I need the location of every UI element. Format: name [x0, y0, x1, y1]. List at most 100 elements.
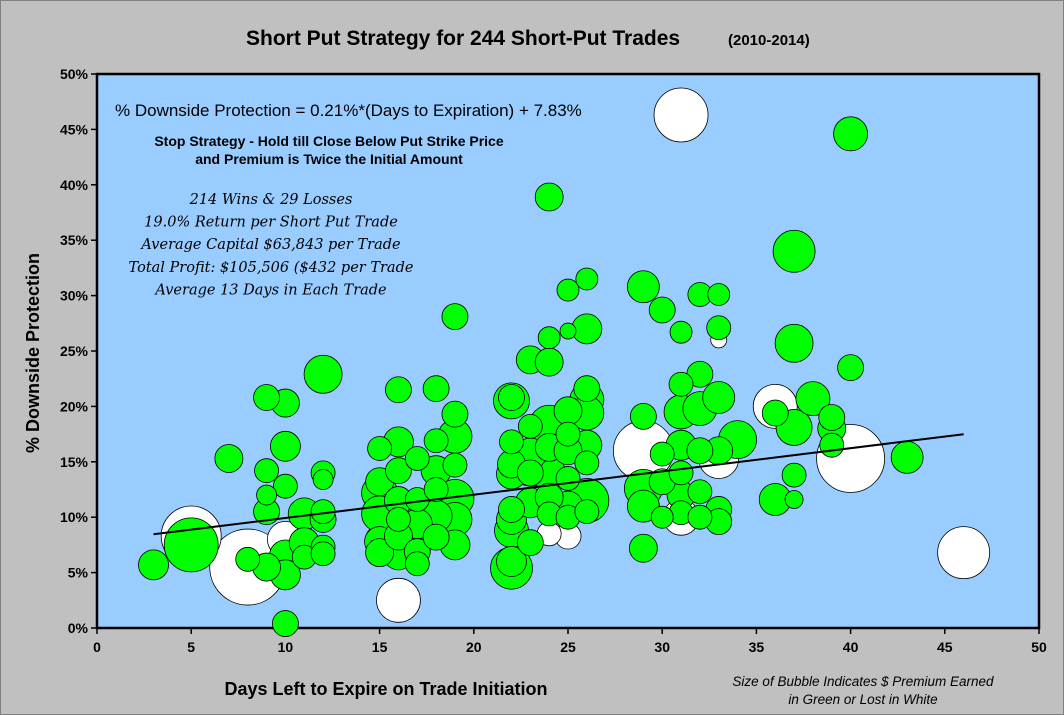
trade-stats: 214 Wins & 29 Losses 19.0% Return per Sho…: [129, 192, 414, 298]
earned-bubble: [837, 354, 864, 382]
x-tick-label: 40: [843, 639, 859, 655]
earned-bubble: [253, 384, 280, 411]
earned-bubble: [686, 437, 714, 465]
earned-bubble: [553, 396, 583, 426]
earned-bubble: [574, 499, 600, 525]
earned-bubble: [687, 479, 713, 505]
x-tick-label: 15: [372, 639, 388, 655]
y-tick-label: 20%: [60, 398, 89, 414]
stop-strategy-line-1: Stop Strategy - Hold till Close Below Pu…: [154, 133, 504, 149]
bubble-note-line-2: in Green or Lost in White: [788, 692, 937, 707]
earned-bubble: [138, 549, 169, 581]
x-tick-label: 0: [93, 639, 101, 655]
earned-bubble: [442, 452, 468, 478]
stat-line: 19.0% Return per Short Put Trade: [144, 215, 398, 231]
earned-bubble: [272, 473, 298, 499]
earned-bubble: [422, 523, 450, 551]
x-tick-label: 30: [654, 639, 670, 655]
earned-bubble: [669, 320, 693, 344]
earned-bubble: [648, 296, 676, 324]
earned-bubble: [702, 381, 736, 414]
earned-bubble: [573, 375, 601, 403]
bubble-note-line-1: Size of Bubble Indicates $ Premium Earne…: [732, 674, 994, 689]
lost-bubble: [376, 577, 421, 623]
chart-title: Short Put Strategy for 244 Short-Put Tra…: [246, 27, 680, 50]
stat-line: 214 Wins & 29 Losses: [189, 192, 353, 208]
earned-bubble: [555, 421, 581, 447]
x-tick-label: 25: [560, 639, 576, 655]
earned-bubble: [385, 376, 412, 404]
earned-bubble: [534, 182, 564, 212]
y-axis-ticks: 0% 5% 10% 15% 20% 25% 30% 35% 40% 45% 50%: [60, 66, 97, 636]
x-axis-label: Days Left to Expire on Trade Initiation: [224, 679, 547, 699]
earned-bubble: [784, 490, 804, 509]
earned-bubble: [498, 496, 525, 523]
y-tick-label: 0%: [68, 620, 89, 636]
earned-bubble: [499, 429, 524, 455]
earned-bubble: [833, 116, 868, 152]
x-tick-label: 50: [1031, 639, 1047, 655]
earned-bubble: [626, 270, 660, 304]
earned-bubble: [890, 440, 924, 474]
stat-line: Average 13 Days in Each Trade: [153, 282, 386, 298]
earned-bubble: [668, 371, 694, 397]
earned-bubble: [575, 267, 599, 291]
earned-bubble: [163, 517, 219, 573]
earned-bubble: [761, 399, 789, 427]
earned-bubble: [498, 384, 525, 411]
earned-bubble: [772, 229, 816, 273]
earned-bubble: [423, 428, 449, 454]
earned-bubble: [628, 533, 658, 563]
y-tick-label: 25%: [60, 343, 89, 359]
earned-bubble: [668, 460, 694, 486]
x-tick-label: 45: [937, 639, 953, 655]
earned-bubble: [423, 477, 449, 502]
y-tick-label: 40%: [60, 177, 89, 193]
earned-bubble: [574, 450, 600, 476]
series-earned-bubbles: [138, 116, 924, 637]
earned-bubble: [303, 354, 343, 394]
earned-bubble: [271, 610, 299, 637]
earned-bubble: [559, 322, 577, 340]
earned-bubble: [404, 446, 430, 471]
earned-bubble: [404, 551, 430, 577]
earned-bubble: [629, 402, 657, 430]
earned-bubble: [650, 505, 674, 529]
y-tick-label: 50%: [60, 66, 89, 82]
earned-bubble: [312, 469, 334, 490]
earned-bubble: [537, 326, 561, 350]
trendline: [153, 433, 964, 536]
earned-bubble: [441, 400, 469, 428]
y-tick-label: 30%: [60, 288, 89, 304]
earned-bubble: [235, 546, 261, 572]
y-tick-label: 45%: [60, 121, 89, 137]
earned-bubble: [707, 283, 731, 306]
earned-bubble: [386, 507, 411, 532]
y-tick-label: 15%: [60, 454, 89, 470]
earned-bubble: [556, 278, 580, 302]
earned-bubble: [254, 458, 279, 484]
trendline-group: [153, 433, 964, 536]
earned-bubble: [269, 430, 301, 462]
earned-bubble: [385, 457, 412, 485]
earned-bubble: [687, 504, 713, 530]
earned-bubble: [774, 323, 814, 363]
x-axis-ticks: 0 5 10 15 20 25 30 35 40 45 50: [93, 628, 1047, 655]
stop-strategy-line-2: and Premium is Twice the Initial Amount: [195, 151, 463, 167]
earned-bubble: [781, 462, 807, 488]
chart-subtitle: (2010-2014): [728, 32, 810, 49]
y-tick-label: 5%: [68, 565, 89, 581]
earned-bubble: [516, 529, 544, 557]
x-tick-label: 20: [466, 639, 482, 655]
stat-line: Average Capital $63,843 per Trade: [139, 237, 400, 253]
lost-bubble: [653, 87, 709, 143]
earned-bubble: [367, 436, 393, 461]
earned-bubble: [365, 538, 395, 568]
x-tick-label: 5: [187, 639, 195, 655]
earned-bubble: [214, 444, 244, 473]
lost-bubble: [937, 526, 991, 580]
y-axis-label: % Downside Protection: [23, 253, 43, 453]
trend-equation: % Downside Protection = 0.21%*(Days to E…: [115, 101, 582, 120]
